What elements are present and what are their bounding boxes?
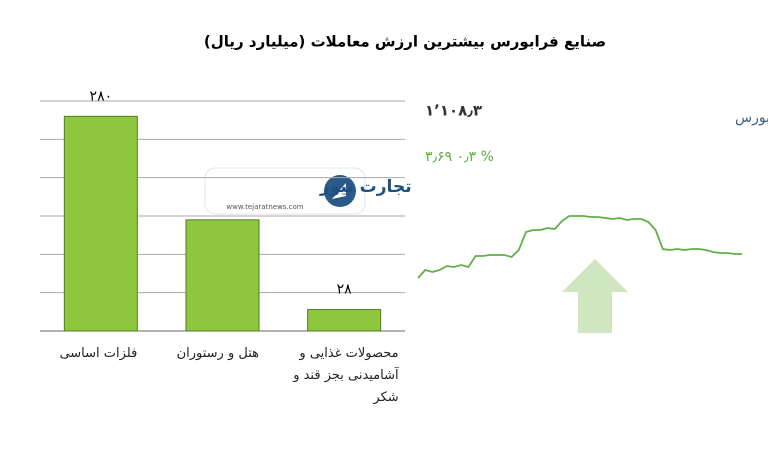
chart-title: صنایع فرابورس بیشترین ارزش معاملات (میلی… — [204, 33, 606, 51]
line — [417, 215, 742, 279]
index-value: ۱٬۱۰۸٫۳ — [425, 102, 482, 120]
bar — [185, 219, 260, 332]
value-label: ۲۸۰ — [90, 88, 113, 104]
logo-url: www.tejaratnews.com — [226, 203, 303, 211]
value-label: ۲۸ — [337, 282, 353, 298]
bar — [307, 309, 382, 332]
x-tick-label: محصولات غذایی و آشامیدنی بجز قند و شکر — [293, 346, 399, 405]
index-name: کل فرابورس — [735, 110, 768, 126]
logo-box — [204, 167, 366, 215]
logo-name: تجارت نیوز — [319, 177, 412, 197]
logo-icon-arrow — [332, 183, 346, 199]
up-arrow — [562, 259, 628, 333]
x-tick-label: فلزات اساسی — [59, 346, 138, 361]
bar — [63, 115, 138, 332]
x-tick-label: هتل و رستوران — [176, 346, 259, 361]
index-change: ۳٫۶۹ ۰٫۳ % — [425, 149, 494, 165]
